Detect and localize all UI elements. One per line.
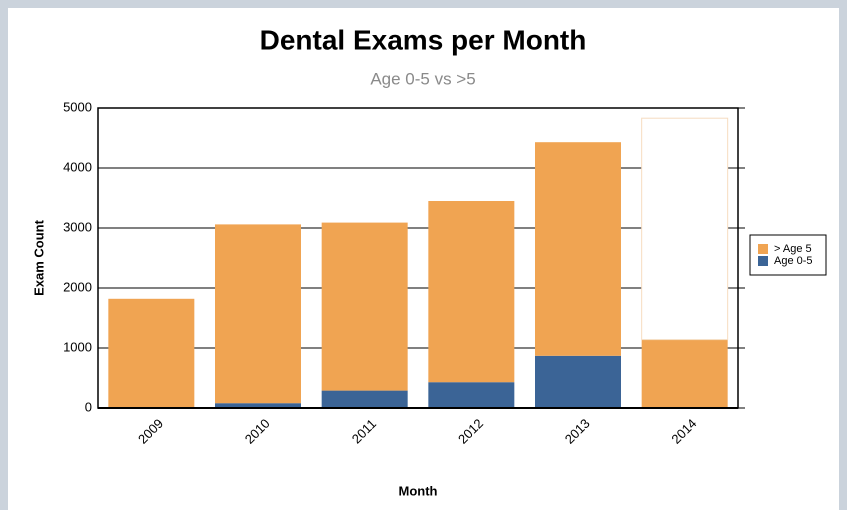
bar xyxy=(641,339,728,408)
bar xyxy=(428,201,515,383)
bar xyxy=(535,355,621,408)
y-tick-label: 1000 xyxy=(63,339,92,354)
bar xyxy=(108,298,195,408)
y-tick-label: 4000 xyxy=(63,159,92,174)
y-tick-label: 5000 xyxy=(63,99,92,114)
bar xyxy=(321,222,408,391)
y-tick-label: 2000 xyxy=(63,279,92,294)
chart-title: Dental Exams per Month xyxy=(260,24,587,55)
bar xyxy=(215,224,301,404)
bar xyxy=(641,117,729,341)
bar xyxy=(535,142,621,356)
bar xyxy=(215,403,301,408)
legend-label: > Age 5 xyxy=(774,243,812,255)
legend-swatch xyxy=(758,244,768,254)
bar xyxy=(428,382,515,408)
chart-subtitle: Age 0-5 vs >5 xyxy=(370,69,475,88)
legend-swatch xyxy=(758,256,768,266)
y-axis-label: Exam Count xyxy=(31,219,46,296)
y-tick-label: 0 xyxy=(85,399,92,414)
legend xyxy=(749,234,827,276)
legend-label: Age 0-5 xyxy=(774,255,813,267)
x-axis-label: Month xyxy=(399,483,438,498)
bar xyxy=(321,390,408,408)
y-tick-label: 3000 xyxy=(63,219,92,234)
